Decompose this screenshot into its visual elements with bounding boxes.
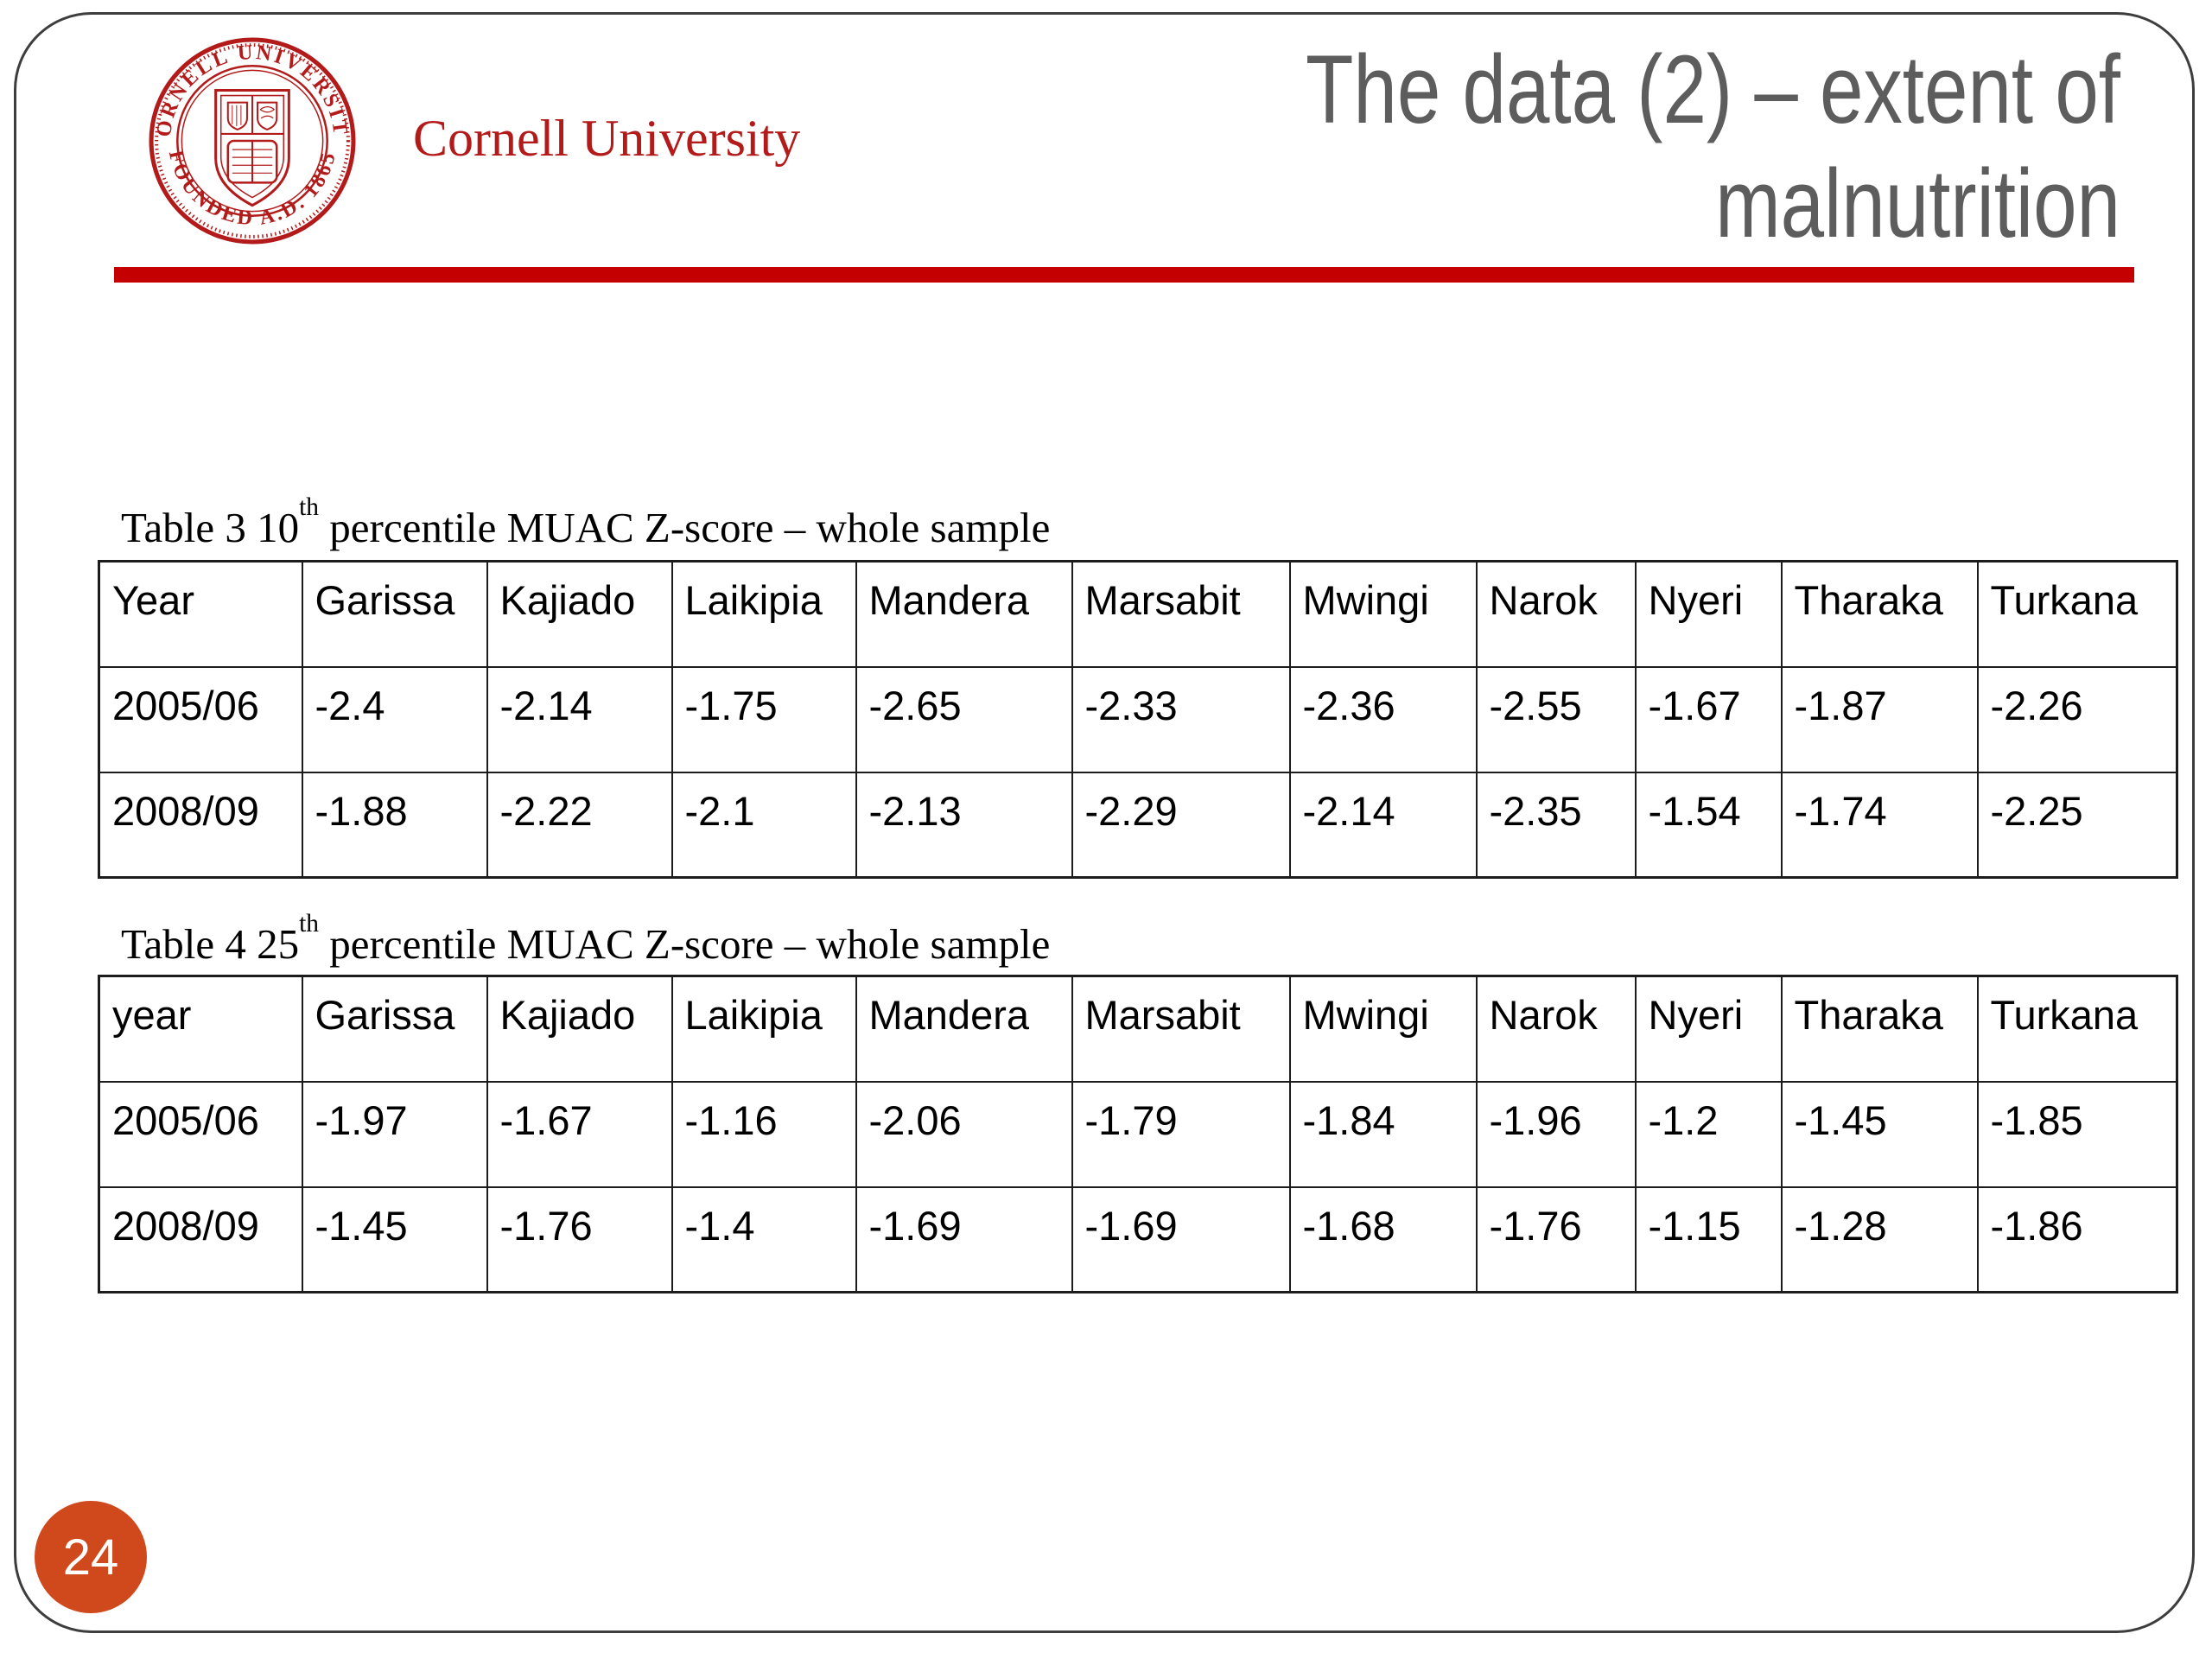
caption-text: percentile MUAC Z-score – whole sample: [319, 920, 1051, 968]
table-cell: -2.06: [855, 1080, 1073, 1188]
column-header: Nyeri: [1634, 975, 1783, 1083]
table-cell: -1.2: [1634, 1080, 1783, 1188]
column-header: Laikipia: [671, 560, 857, 668]
column-header: Mandera: [855, 975, 1073, 1083]
table-cell: -1.68: [1288, 1185, 1478, 1294]
table-cell: -2.22: [486, 771, 673, 879]
table-cell: -1.86: [1976, 1185, 2178, 1294]
page-number: 24: [62, 1529, 119, 1586]
table-cell: -1.45: [1780, 1080, 1979, 1188]
table-cell: -1.85: [1976, 1080, 2178, 1188]
row-label: 2005/06: [98, 665, 303, 773]
table-row: 2005/06 -2.4 -2.14 -1.75 -2.65 -2.33 -2.…: [98, 665, 2178, 773]
column-header: Kajiado: [486, 975, 673, 1083]
column-header: Mandera: [855, 560, 1073, 668]
caption-superscript: th: [299, 910, 319, 938]
column-header: Narok: [1475, 560, 1637, 668]
column-header: Narok: [1475, 975, 1637, 1083]
table-cell: -2.55: [1475, 665, 1637, 773]
table-cell: -1.96: [1475, 1080, 1637, 1188]
table-row: 2008/09 -1.88 -2.22 -2.1 -2.13 -2.29 -2.…: [98, 771, 2178, 879]
table-cell: -1.28: [1780, 1185, 1979, 1294]
table-cell: -1.97: [301, 1080, 488, 1188]
caption-text: Table 3 10: [121, 504, 300, 551]
row-label: 2005/06: [98, 1080, 303, 1188]
column-header: Garissa: [301, 560, 488, 668]
table-cell: -2.14: [1288, 771, 1478, 879]
column-header: Laikipia: [671, 975, 857, 1083]
column-header: Tharaka: [1780, 560, 1979, 668]
table-cell: -1.67: [486, 1080, 673, 1188]
table-3: Year Garissa Kajiado Laikipia Mandera Ma…: [98, 560, 2178, 879]
table3-caption: Table 3 10th percentile MUAC Z-score – w…: [121, 493, 1051, 552]
column-header: Kajiado: [486, 560, 673, 668]
table-cell: -2.13: [855, 771, 1073, 879]
table-cell: -2.29: [1071, 771, 1291, 879]
table-cell: -2.14: [486, 665, 673, 773]
column-header: Nyeri: [1634, 560, 1783, 668]
table-cell: -1.87: [1780, 665, 1979, 773]
table-cell: -2.1: [671, 771, 857, 879]
table-cell: -2.25: [1976, 771, 2178, 879]
row-label: 2008/09: [98, 771, 303, 879]
table-cell: -1.88: [301, 771, 488, 879]
table-cell: -1.76: [486, 1185, 673, 1294]
header-row: Year Garissa Kajiado Laikipia Mandera Ma…: [98, 560, 2178, 668]
table-cell: -2.33: [1071, 665, 1291, 773]
title-line-1: The data (2) – extent of: [1305, 35, 2120, 143]
column-header: Mwingi: [1288, 975, 1478, 1083]
cornell-seal-icon: CORNELL UNIVERSITY FOUNDED A.D. 1865: [148, 35, 356, 245]
column-header: Turkana: [1976, 975, 2178, 1083]
caption-superscript: th: [299, 493, 319, 522]
title-line-2: malnutrition: [1715, 149, 2120, 257]
column-header: Marsabit: [1071, 560, 1291, 668]
row-label: 2008/09: [98, 1185, 303, 1294]
caption-text: percentile MUAC Z-score – whole sample: [319, 504, 1051, 551]
table-row: 2008/09 -1.45 -1.76 -1.4 -1.69 -1.69 -1.…: [98, 1185, 2178, 1294]
column-header: Year: [98, 560, 303, 668]
red-divider-line: [114, 267, 2134, 283]
table-row: 2005/06 -1.97 -1.67 -1.16 -2.06 -1.79 -1…: [98, 1080, 2178, 1188]
table-cell: -1.79: [1071, 1080, 1291, 1188]
page-title: The data (2) – extent of malnutrition: [911, 33, 2120, 261]
header-row: year Garissa Kajiado Laikipia Mandera Ma…: [98, 975, 2178, 1083]
column-header: Garissa: [301, 975, 488, 1083]
column-header: Mwingi: [1288, 560, 1478, 668]
table-cell: -1.69: [1071, 1185, 1291, 1294]
table-cell: -2.26: [1976, 665, 2178, 773]
table-cell: -1.16: [671, 1080, 857, 1188]
column-header: Tharaka: [1780, 975, 1979, 1083]
table4-caption: Table 4 25th percentile MUAC Z-score – w…: [121, 910, 1051, 969]
table-cell: -1.54: [1634, 771, 1783, 879]
table-cell: -2.4: [301, 665, 488, 773]
column-header: year: [98, 975, 303, 1083]
table-cell: -1.84: [1288, 1080, 1478, 1188]
table-cell: -1.67: [1634, 665, 1783, 773]
table-cell: -2.35: [1475, 771, 1637, 879]
table-cell: -1.45: [301, 1185, 488, 1294]
column-header: Turkana: [1976, 560, 2178, 668]
table-cell: -1.15: [1634, 1185, 1783, 1294]
column-header: Marsabit: [1071, 975, 1291, 1083]
table-cell: -1.4: [671, 1185, 857, 1294]
table-cell: -1.74: [1780, 771, 1979, 879]
page-number-badge: 24: [35, 1501, 147, 1613]
table-cell: -1.75: [671, 665, 857, 773]
table-cell: -1.69: [855, 1185, 1073, 1294]
table-cell: -1.76: [1475, 1185, 1637, 1294]
caption-text: Table 4 25: [121, 920, 300, 968]
table-4: year Garissa Kajiado Laikipia Mandera Ma…: [98, 975, 2178, 1294]
table-cell: -2.65: [855, 665, 1073, 773]
cornell-wordmark: Cornell University: [413, 110, 801, 167]
table-cell: -2.36: [1288, 665, 1478, 773]
